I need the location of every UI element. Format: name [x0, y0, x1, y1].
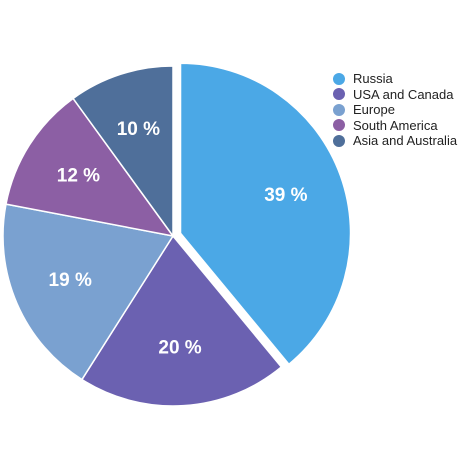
- legend-label: Asia and Australia: [353, 133, 458, 149]
- legend-item-asia-and-australia: Asia and Australia: [333, 133, 457, 149]
- legend-swatch: [333, 119, 345, 132]
- legend-swatch: [333, 134, 345, 147]
- slice-label-south-america: 12 %: [57, 165, 100, 186]
- legend-label: USA and Canada: [353, 86, 454, 102]
- pie-slice-russia: [179, 62, 352, 366]
- pie-slice-south-america: [5, 97, 175, 238]
- legend-item-south-america: South America: [333, 118, 457, 134]
- pie-slice-asia-and-australia: [72, 65, 174, 239]
- legend: Russia USA and Canada Europe South America A…: [333, 71, 457, 149]
- slice-label-usa-and-canada: 20 %: [158, 337, 201, 358]
- legend-swatch: [333, 72, 345, 85]
- legend-item-europe: Europe: [333, 102, 457, 118]
- legend-label: Russia: [353, 71, 393, 87]
- pie-labels: 39 % 20 % 19 % 12 % 10 %: [49, 119, 308, 358]
- pie-slices: [2, 62, 352, 407]
- pie-slice-europe: [2, 203, 175, 381]
- legend-swatch: [333, 103, 345, 116]
- legend-label: Europe: [353, 102, 395, 118]
- legend-label: South America: [353, 117, 438, 133]
- pie-slice-usa-and-canada: [80, 234, 283, 407]
- slice-label-europe: 19 %: [49, 270, 92, 291]
- legend-item-usa-and-canada: USA and Canada: [333, 87, 457, 103]
- legend-item-russia: Russia: [333, 71, 457, 87]
- legend-swatch: [333, 88, 345, 101]
- slice-label-asia-and-australia: 10 %: [117, 119, 160, 140]
- slice-label-russia: 39 %: [264, 185, 307, 206]
